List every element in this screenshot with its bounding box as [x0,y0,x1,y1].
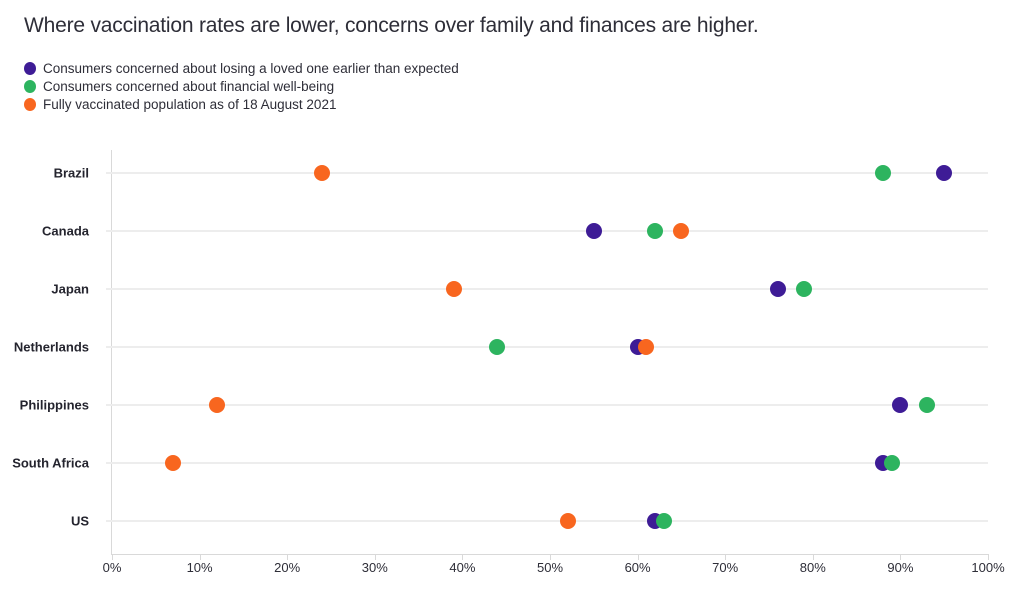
x-axis-tick-label: 20% [274,560,301,575]
data-point-canada-series1 [647,223,664,239]
data-point-brazil-series1 [874,165,891,181]
legend-dot-orange-icon [24,97,36,111]
x-axis-tick-label: 100% [971,560,1005,575]
x-axis-tick [199,554,201,560]
category-label-us: US [70,513,89,529]
gridline-row [106,462,988,464]
data-point-canada-series0 [585,223,602,239]
chart-legend: Consumers concerned about losing a loved… [24,60,459,112]
data-point-brazil-series0 [936,165,953,181]
x-axis-tick-label: 80% [799,560,826,575]
legend-label: Consumers concerned about financial well… [43,78,335,94]
legend-item-loved-one: Consumers concerned about losing a loved… [24,60,459,76]
legend-label: Consumers concerned about losing a loved… [43,60,459,76]
category-label-netherlands: Netherlands [13,339,89,355]
data-point-japan-series0 [769,281,786,297]
data-point-philippines-series2 [209,397,226,413]
x-axis-tick-label: 70% [712,560,739,575]
data-point-japan-series1 [796,281,813,297]
gridline-row [106,288,988,290]
x-axis-tick [462,554,464,560]
data-point-south-africa-series1 [883,455,900,471]
gridline-row [106,172,988,174]
category-label-canada: Canada [42,223,89,239]
x-axis-tick [287,554,289,560]
x-axis-tick-label: 90% [887,560,914,575]
data-point-south-africa-series2 [165,455,182,471]
data-point-canada-series2 [673,223,690,239]
category-label-south-africa: South Africa [12,455,89,471]
x-axis-tick-label: 30% [361,560,388,575]
x-axis-tick [725,554,727,560]
legend-item-financial: Consumers concerned about financial well… [24,78,459,94]
chart-title: Where vaccination rates are lower, conce… [24,14,759,37]
x-axis-tick [550,554,551,560]
x-axis-tick [900,554,902,560]
x-axis-tick [988,554,989,560]
category-label-philippines: Philippines [19,397,89,413]
gridline-row [106,404,988,406]
data-point-netherlands-series2 [638,339,655,355]
y-axis-labels: Brazil Canada Japan Netherlands Philippines S… [0,150,100,554]
plot-area: 0% 10% 20% 30% 40% 50% 60% 70% 80% 90% 100% [103,150,1005,575]
legend-label: Fully vaccinated population as of 18 Aug… [43,96,337,112]
legend-dot-purple-icon [24,61,36,75]
x-axis-tick-label: 0% [102,560,122,575]
category-label-japan: Japan [51,281,89,297]
legend-dot-green-icon [24,79,36,93]
x-axis-tick [637,554,639,560]
data-point-us-series1 [655,513,672,529]
x-axis-tick-label: 50% [536,560,564,575]
x-axis-tick [374,554,376,560]
x-axis-tick-label: 60% [624,560,651,575]
data-point-brazil-series2 [314,165,331,181]
x-axis-tick [112,554,113,560]
x-axis-tick-label: 10% [186,560,213,575]
legend-item-vaccinated: Fully vaccinated population as of 18 Aug… [24,96,459,112]
data-point-us-series2 [559,513,576,529]
x-axis-tick [812,554,814,560]
x-axis-tick-label: 40% [449,560,476,575]
data-point-japan-series2 [445,281,462,297]
data-point-netherlands-series1 [489,339,506,355]
category-label-brazil: Brazil [53,165,89,181]
data-point-philippines-series1 [918,397,935,413]
gridline-row [106,230,988,232]
gridline-row [106,346,988,348]
gridline-row [106,520,988,522]
data-point-philippines-series0 [892,397,909,413]
